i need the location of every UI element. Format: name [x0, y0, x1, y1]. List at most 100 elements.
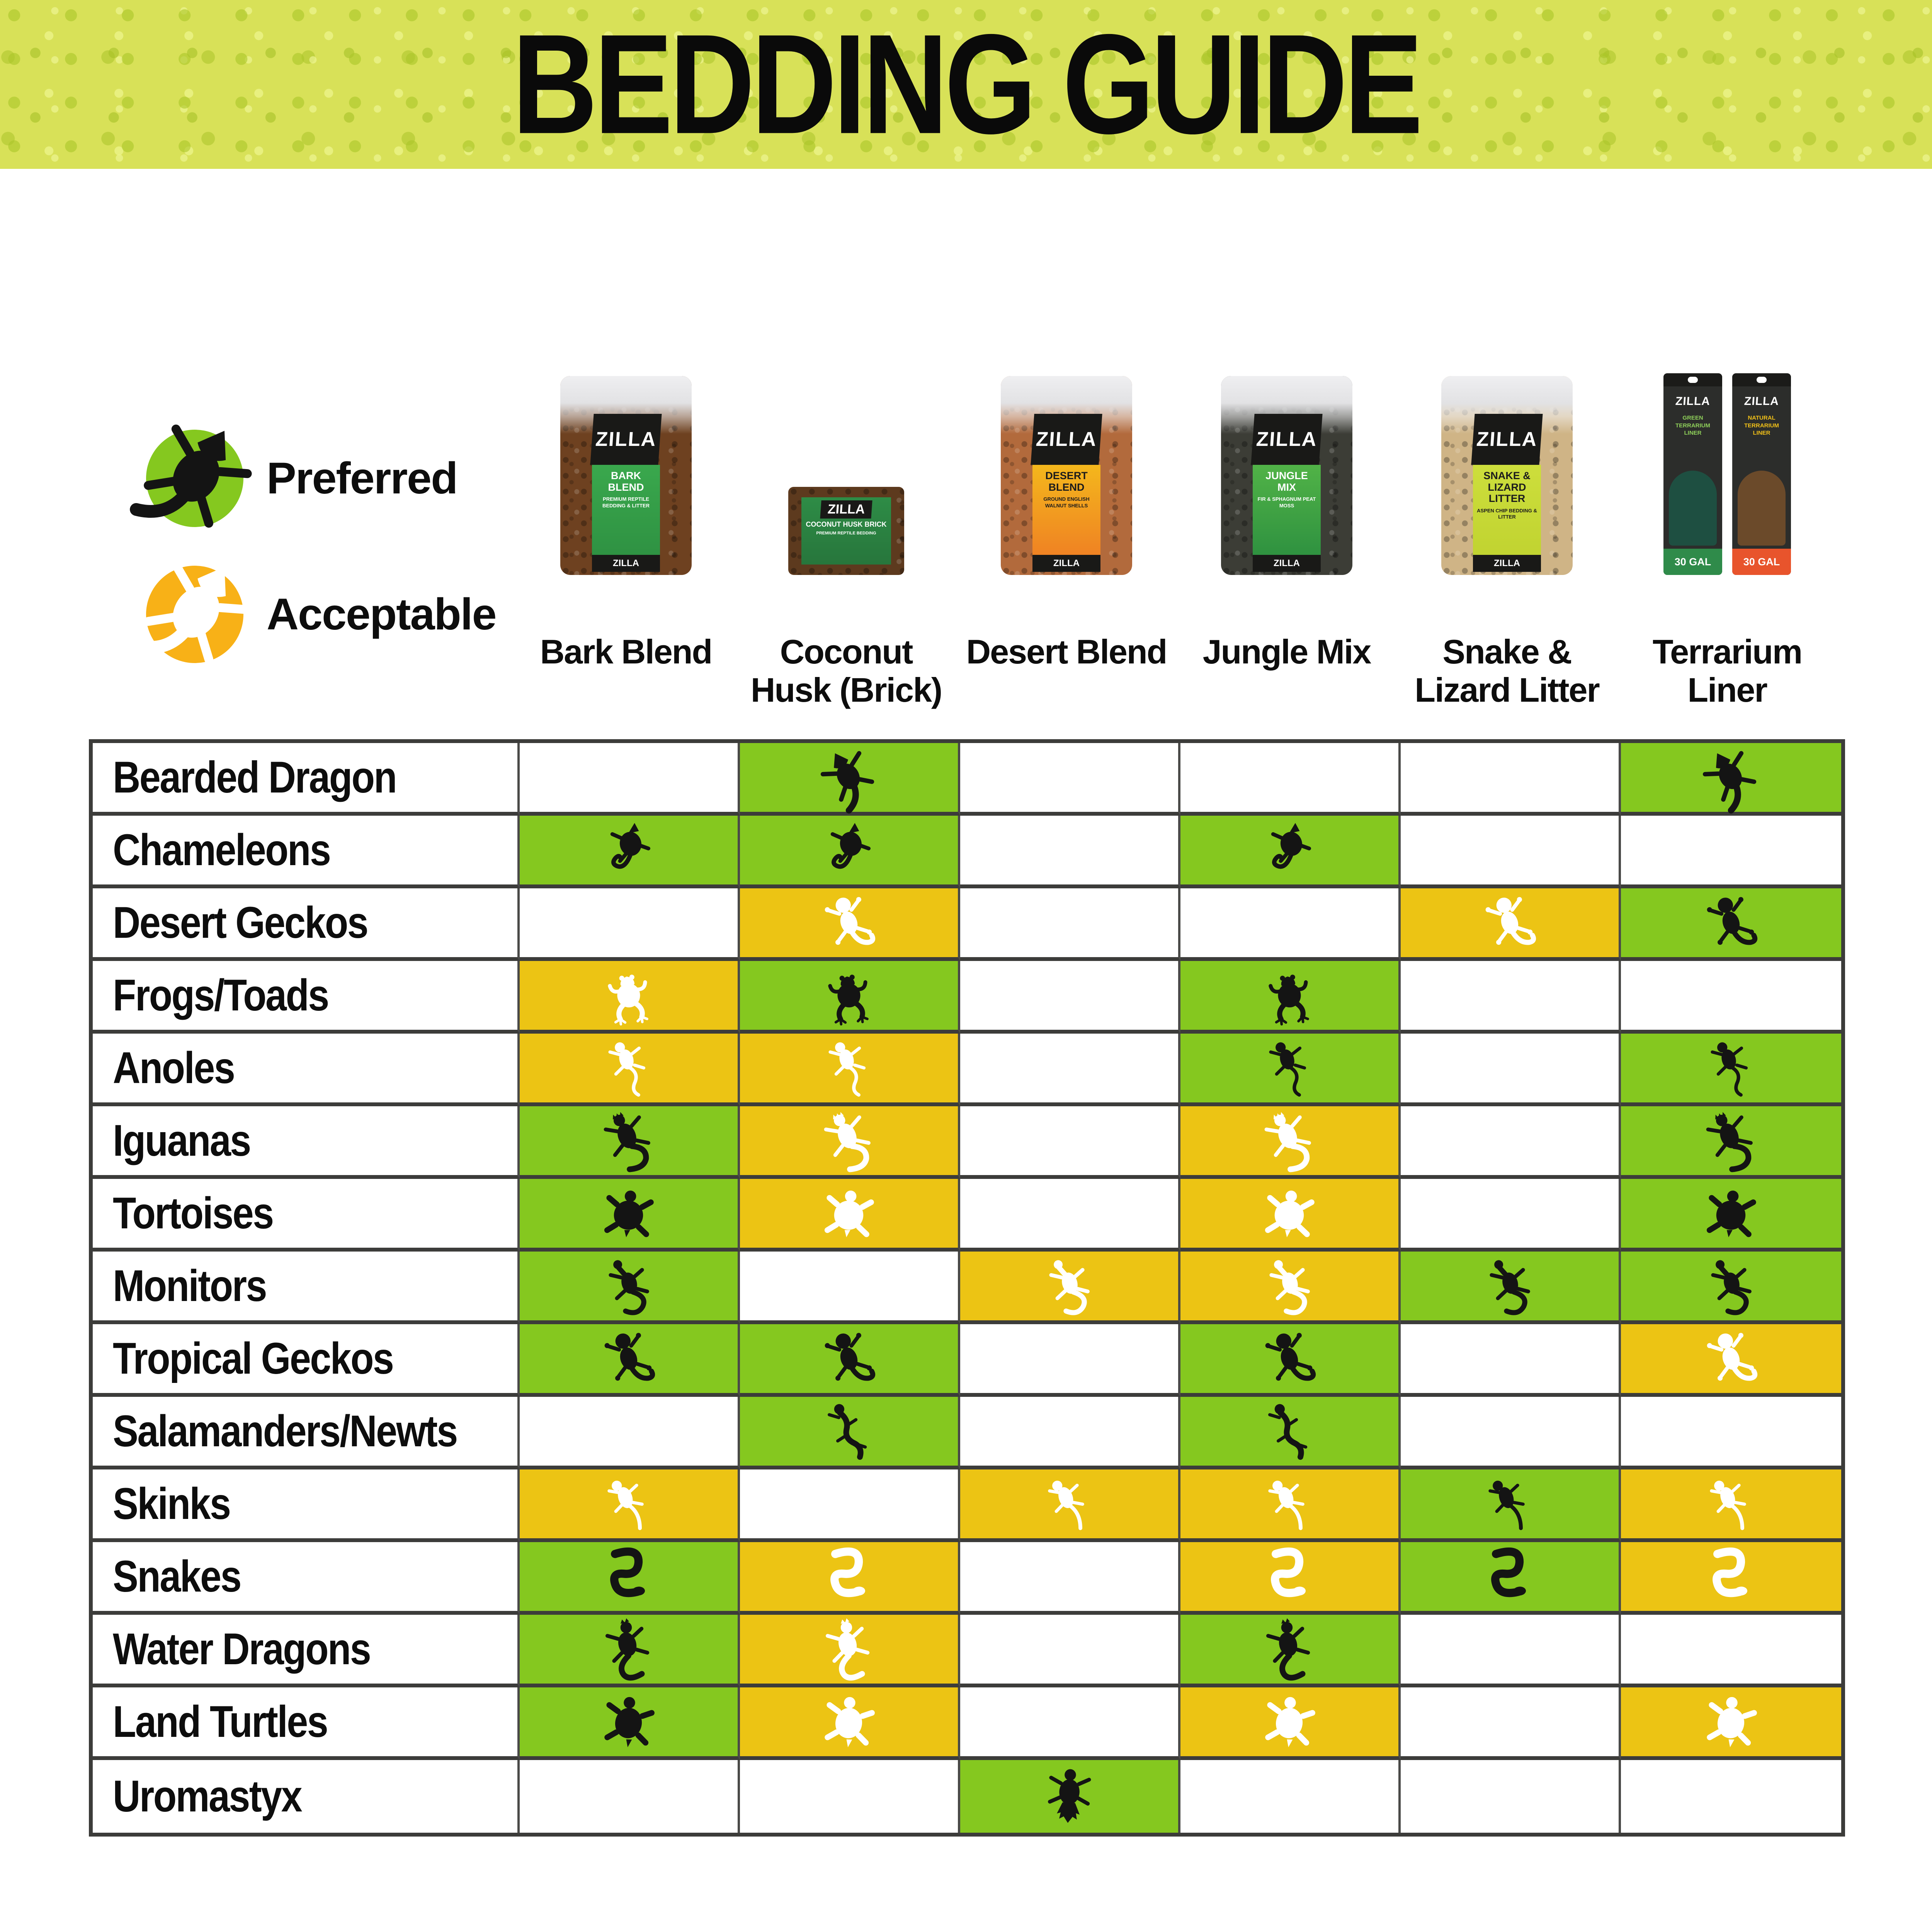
cell-anoles-terrarium-liner — [1621, 1034, 1841, 1106]
tortoise-icon — [814, 1179, 884, 1248]
liner-title: NATURAL TERRARIUM LINER — [1744, 415, 1779, 436]
product-bark-blend: ZILLA BARK BLEND PREMIUM REPTILE BEDDING &… — [516, 372, 736, 575]
column-header-coconut-husk: Coconut Husk (Brick) — [750, 633, 942, 709]
bag-label-subtitle: PREMIUM REPTILE BEDDING & LITTER — [602, 496, 650, 509]
water-dragon-icon — [1251, 1611, 1328, 1688]
cell-iguanas-desert-blend — [960, 1106, 1180, 1179]
row-label-iguanas: Iguanas — [93, 1106, 520, 1179]
zilla-logo: ZILLA — [1471, 414, 1543, 465]
cell-tortoises-bark-blend — [520, 1179, 740, 1252]
skink-icon — [1691, 1464, 1771, 1544]
cell-chameleons-terrarium-liner — [1621, 816, 1841, 888]
liner-hang-tab — [1663, 373, 1722, 386]
product-coconut-husk: ZILLA COCONUT HUSK BRICK PREMIUM REPTILE B… — [736, 372, 956, 575]
preferred-marker — [130, 424, 252, 528]
bag-bottom-logo: ZILLA — [1032, 555, 1100, 572]
zilla-logo: ZILLA — [590, 414, 662, 465]
liner-size: 30 GAL — [1663, 549, 1722, 575]
row-label-salamanders-newts: Salamanders/Newts — [93, 1397, 520, 1469]
frog-icon — [1255, 961, 1324, 1030]
product-terrarium-liner: ZILLA GREEN TERRARIUM LINER 30 GAL ZILLA NAT… — [1617, 372, 1837, 575]
cell-salamanders-newts-snake-lizard-litter — [1401, 1397, 1621, 1469]
liner-hang-tab — [1732, 373, 1791, 386]
cell-chameleons-jungle-mix — [1180, 816, 1401, 888]
cell-monitors-snake-lizard-litter — [1401, 1252, 1621, 1324]
cell-anoles-bark-blend — [520, 1034, 740, 1106]
product-desert-blend: ZILLA DESERT BLEND GROUND ENGLISH WALNUT S… — [956, 372, 1177, 575]
cell-frogs-toads-coconut-husk — [740, 961, 960, 1034]
cell-water-dragons-terrarium-liner — [1621, 1615, 1841, 1687]
cell-bearded-dragon-terrarium-liner — [1621, 743, 1841, 816]
bag-label-strip: ZILLA SNAKE & LIZARD LITTER ASPEN CHIP BED… — [1471, 414, 1543, 568]
turtle-icon — [813, 1686, 884, 1757]
liner-window — [1669, 471, 1717, 546]
product-package-snake-lizard-litter: ZILLA SNAKE & LIZARD LITTER ASPEN CHIP BED… — [1441, 376, 1573, 575]
gecko-icon — [589, 1319, 669, 1399]
iguana-icon — [1249, 1100, 1330, 1181]
bag-label-subtitle: GROUND ENGLISH WALNUT SHELLS — [1043, 496, 1090, 509]
cell-desert-geckos-desert-blend — [960, 888, 1180, 961]
cell-tortoises-snake-lizard-litter — [1401, 1179, 1621, 1252]
row-label-tropical-geckos: Tropical Geckos — [93, 1324, 520, 1397]
cell-snakes-snake-lizard-litter — [1401, 1542, 1621, 1615]
tortoise-icon — [594, 1179, 663, 1248]
bag-label-title: SNAKE & LIZARD LITTER — [1483, 470, 1531, 505]
monitor-icon — [1471, 1247, 1549, 1325]
legend-item-preferred: Preferred — [130, 424, 496, 528]
row-label-frogs-toads: Frogs/Toads — [93, 961, 520, 1034]
cell-bearded-dragon-bark-blend — [520, 743, 740, 816]
cell-skinks-coconut-husk — [740, 1469, 960, 1542]
cell-bearded-dragon-snake-lizard-litter — [1401, 743, 1621, 816]
cell-chameleons-coconut-husk — [740, 816, 960, 888]
cell-snakes-desert-blend — [960, 1542, 1180, 1615]
cell-skinks-terrarium-liner — [1621, 1469, 1841, 1542]
cell-tortoises-terrarium-liner — [1621, 1179, 1841, 1252]
bag-label-title: JUNGLE MIX — [1265, 470, 1308, 493]
column-header-terrarium-liner: Terrarium Liner — [1652, 633, 1803, 709]
gecko-icon — [1470, 883, 1550, 963]
cell-monitors-desert-blend — [960, 1252, 1180, 1324]
monitor-icon — [1251, 1247, 1328, 1325]
liner-size: 30 GAL — [1732, 549, 1791, 575]
package-bag: ZILLA DESERT BLEND GROUND ENGLISH WALNUT S… — [1001, 376, 1132, 575]
cell-salamanders-newts-bark-blend — [520, 1397, 740, 1469]
column-header-jungle-mix: Jungle Mix — [1202, 633, 1372, 671]
cell-iguanas-bark-blend — [520, 1106, 740, 1179]
snake-icon — [595, 1543, 662, 1610]
cell-tortoises-coconut-husk — [740, 1179, 960, 1252]
cell-chameleons-desert-blend — [960, 816, 1180, 888]
cell-tropical-geckos-coconut-husk — [740, 1324, 960, 1397]
tortoise-icon — [1255, 1179, 1324, 1248]
product-row: ZILLA BARK BLEND PREMIUM REPTILE BEDDING &… — [0, 372, 1932, 575]
cell-land-turtles-snake-lizard-litter — [1401, 1687, 1621, 1760]
liner-window — [1738, 471, 1786, 546]
monitor-icon — [1031, 1247, 1108, 1325]
cell-snakes-terrarium-liner — [1621, 1542, 1841, 1615]
anole-icon — [810, 1029, 888, 1107]
legend-label-preferred: Preferred — [267, 454, 458, 503]
column-header-desert-blend: Desert Blend — [966, 633, 1168, 671]
bag-label-strip: ZILLA BARK BLEND PREMIUM REPTILE BEDDING &… — [590, 414, 662, 568]
bag-label-title: DESERT BLEND — [1045, 470, 1088, 493]
iguana-icon — [1690, 1100, 1772, 1181]
cell-tropical-geckos-terrarium-liner — [1621, 1324, 1841, 1397]
bag-bottom-logo: ZILLA — [1473, 555, 1541, 572]
chameleon-icon — [1252, 813, 1327, 888]
snake-icon — [815, 1543, 883, 1610]
row-label-uromastyx: Uromastyx — [93, 1760, 520, 1833]
cell-salamanders-newts-jungle-mix — [1180, 1397, 1401, 1469]
water-dragon-icon — [590, 1611, 668, 1688]
gecko-icon — [1691, 883, 1771, 963]
cell-snakes-jungle-mix — [1180, 1542, 1401, 1615]
uromastyx-icon — [1036, 1763, 1102, 1830]
page-title: BEDDING GUIDE — [512, 5, 1423, 164]
row-label-snakes: Snakes — [93, 1542, 520, 1615]
cell-iguanas-terrarium-liner — [1621, 1106, 1841, 1179]
cell-anoles-snake-lizard-litter — [1401, 1034, 1621, 1106]
legend-item-acceptable: Acceptable — [130, 560, 497, 664]
